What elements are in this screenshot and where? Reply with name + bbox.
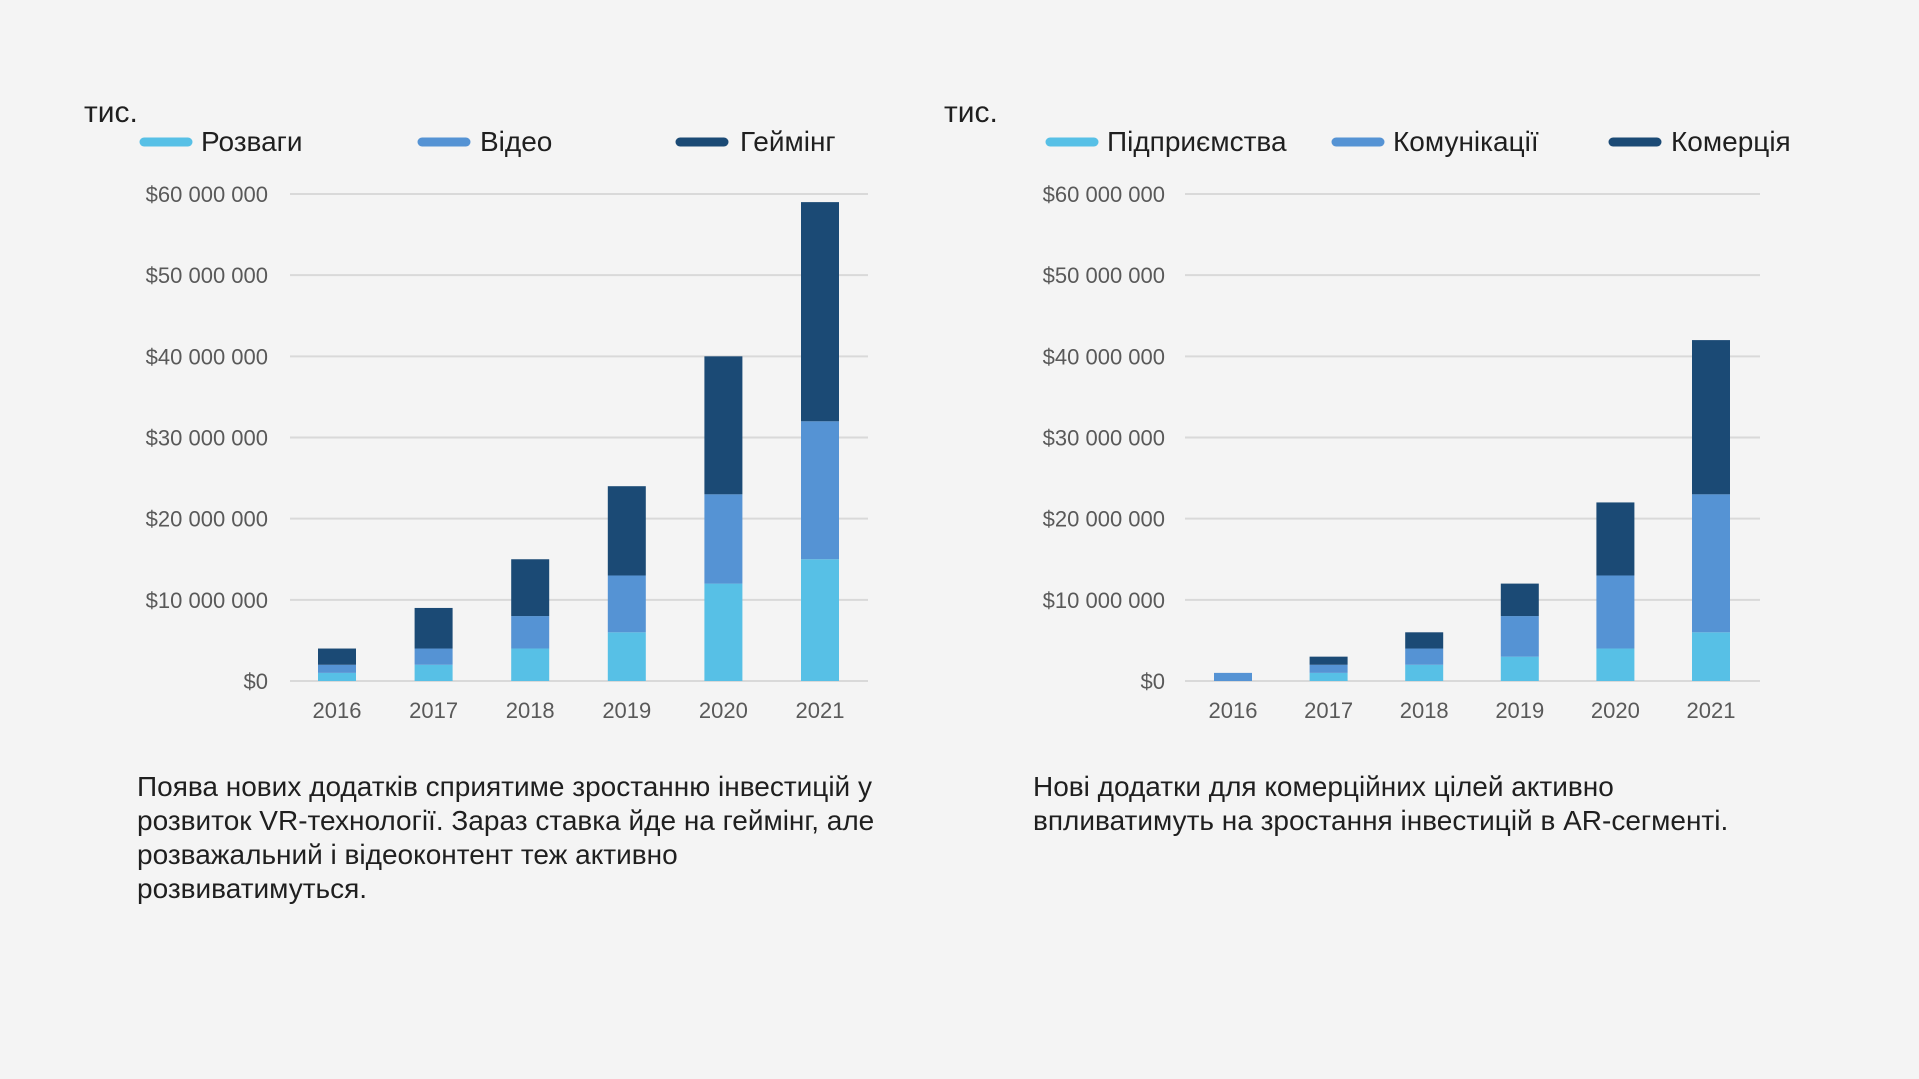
ar-chart-description: Нові додатки для комерційних цілей актив…	[1033, 771, 1729, 836]
unit-label: тис.	[944, 96, 998, 129]
bar-segment	[1596, 648, 1635, 681]
bar-segment	[1500, 656, 1539, 681]
bar-segment	[1692, 632, 1730, 681]
y-tick-label: $60 000 000	[146, 182, 268, 207]
x-tick-label: 2020	[1591, 698, 1640, 723]
y-tick-label: $40 000 000	[146, 344, 268, 369]
bar-segment	[607, 632, 646, 681]
x-tick-label: 2020	[699, 698, 748, 723]
x-tick-label: 2018	[506, 698, 555, 723]
bar-segment	[318, 648, 356, 665]
bar-segment	[511, 648, 550, 681]
bar-segment	[414, 648, 453, 665]
bar-segment	[1405, 632, 1444, 649]
vr-investment-chart: тис. Розваги Відео Геймінг $0 $10 000 000 $20 …	[84, 96, 868, 723]
x-tick-label: 2016	[313, 698, 362, 723]
bar-segment	[414, 664, 453, 681]
bar-segment	[318, 672, 356, 681]
x-tick-label: 2019	[1495, 698, 1544, 723]
y-tick-label: $20 000 000	[1043, 507, 1165, 532]
bar-segment	[1692, 340, 1730, 495]
bar-segment	[1500, 583, 1539, 617]
legend-label: Відео	[480, 126, 552, 157]
legend-label: Підприємства	[1107, 126, 1287, 157]
y-tick-label: $20 000 000	[146, 507, 268, 532]
unit-label: тис.	[84, 96, 138, 129]
vr-chart-description: Поява нових додатків сприятиме зростанню…	[137, 771, 875, 904]
bar-segment	[511, 616, 550, 649]
bar-segment	[1309, 656, 1348, 665]
legend-label: Геймінг	[740, 126, 836, 157]
y-tick-label: $30 000 000	[146, 426, 268, 451]
bar-segment	[511, 559, 550, 617]
y-tick-label: $0	[244, 669, 268, 694]
y-tick-label: $50 000 000	[146, 263, 268, 288]
bar-segment	[1309, 664, 1348, 673]
bar-segment	[704, 356, 743, 495]
x-tick-label: 2021	[796, 698, 845, 723]
bar-segment	[1596, 575, 1635, 649]
bar-segment	[704, 583, 743, 681]
y-tick-label: $40 000 000	[1043, 344, 1165, 369]
bar-segment	[1309, 672, 1348, 681]
bar-segment	[1692, 494, 1730, 633]
bar-segment	[1405, 664, 1444, 681]
x-tick-label: 2017	[409, 698, 458, 723]
bar-segment	[1596, 502, 1635, 576]
x-tick-label: 2019	[602, 698, 651, 723]
y-tick-label: $50 000 000	[1043, 263, 1165, 288]
x-tick-label: 2016	[1209, 698, 1258, 723]
ar-investment-chart: тис. Підприємства Комунікації Комерція $0 $10…	[944, 96, 1791, 723]
bar-segment	[1214, 672, 1252, 681]
bar-segment	[801, 559, 839, 681]
bar-segment	[607, 486, 646, 576]
bar-segment	[414, 607, 453, 649]
legend-label: Комунікації	[1393, 126, 1539, 157]
bar-segment	[801, 421, 839, 560]
x-tick-label: 2021	[1687, 698, 1736, 723]
y-tick-label: $10 000 000	[146, 588, 268, 613]
y-tick-label: $60 000 000	[1043, 182, 1165, 207]
bar-segment	[607, 575, 646, 633]
bar-segment	[318, 664, 356, 673]
y-tick-label: $30 000 000	[1043, 426, 1165, 451]
bar-segment	[1405, 648, 1444, 665]
y-tick-label: $10 000 000	[1043, 588, 1165, 613]
bar-segment	[801, 202, 839, 422]
bar-segment	[1500, 616, 1539, 657]
legend-label: Розваги	[201, 126, 303, 157]
x-tick-label: 2018	[1400, 698, 1449, 723]
legend-label: Комерція	[1671, 126, 1791, 157]
x-tick-label: 2017	[1304, 698, 1353, 723]
bar-segment	[704, 494, 743, 584]
y-tick-label: $0	[1141, 669, 1165, 694]
